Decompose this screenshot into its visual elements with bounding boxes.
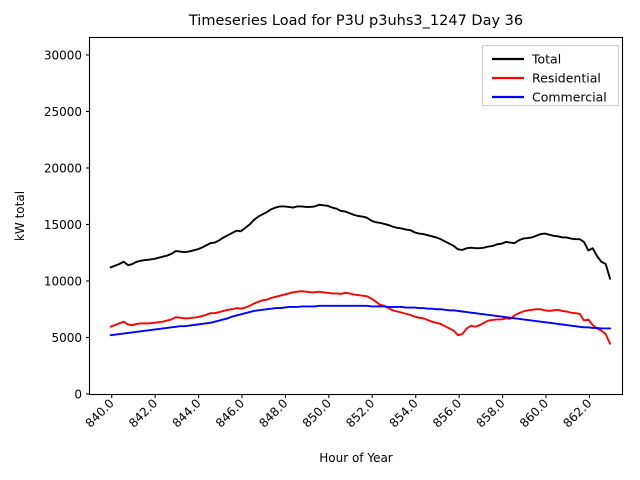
y-axis-ticks: 0 5000 10000 15000 20000 25000 30000: [44, 48, 90, 402]
data-series-group: [109, 203, 612, 345]
y-tick-label: 15000: [44, 218, 82, 232]
chart-legend: Total Residential Commercial: [482, 45, 619, 106]
y-tick-label: 25000: [44, 105, 82, 119]
y-tick-label: 0: [74, 388, 82, 402]
series-line-residential: [109, 290, 612, 345]
y-tick-label: 5000: [51, 331, 82, 345]
legend-label-total: Total: [531, 52, 561, 67]
series-line-total: [109, 203, 612, 280]
legend-background: [482, 45, 619, 106]
x-axis-label: Hour of Year: [319, 451, 393, 465]
plot-area-frame: [88, 36, 624, 396]
legend-label-residential: Residential: [532, 71, 601, 86]
y-axis-label: kW total: [13, 191, 27, 241]
chart-title: Timeseries Load for P3U p3uhs3_1247 Day …: [188, 13, 523, 29]
y-tick-label: 30000: [44, 48, 82, 62]
legend-label-commercial: Commercial: [532, 90, 607, 105]
y-tick-label: 20000: [44, 161, 82, 175]
y-tick-label: 10000: [44, 274, 82, 288]
series-line-commercial: [109, 304, 612, 337]
